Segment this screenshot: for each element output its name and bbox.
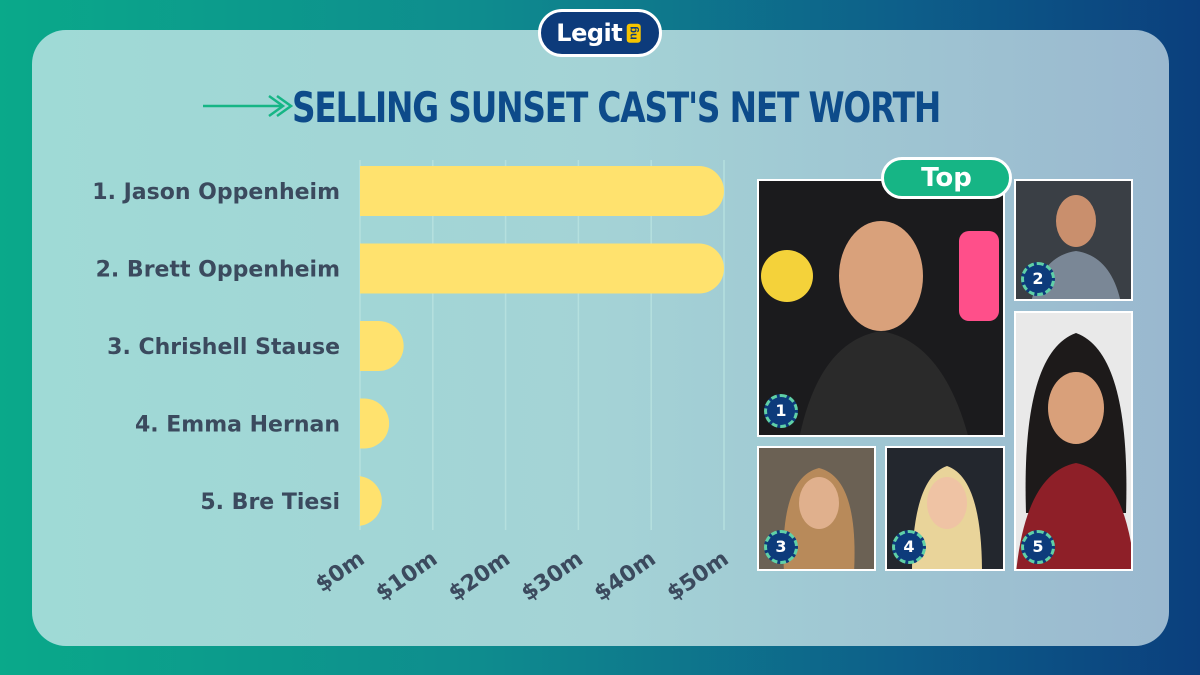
x-tick-label: $10m	[371, 546, 442, 606]
photo-jason-oppenheim	[757, 179, 1005, 437]
bar	[360, 398, 390, 449]
bar	[360, 166, 724, 216]
bar	[356, 475, 382, 526]
bar	[360, 243, 724, 294]
photo-brett-oppenheim	[1014, 179, 1133, 301]
rank-badge-3: 3	[764, 530, 798, 564]
category-label: 1. Jason Oppenheim	[92, 180, 340, 205]
logo-badge: ng	[626, 23, 641, 43]
chart-title: SELLING SUNSET CAST'S NET WORTH	[292, 83, 941, 132]
top-tag: Top	[881, 157, 1012, 199]
rank-badge-5: 5	[1021, 530, 1055, 564]
x-tick-label: $20m	[444, 546, 515, 606]
portrait-silhouette	[912, 466, 982, 569]
x-tick-label: $40m	[590, 546, 661, 606]
rank-badge-2: 2	[1021, 262, 1055, 296]
arrow-right-icon	[203, 94, 293, 118]
x-tick-label: $50m	[663, 546, 734, 606]
category-label: 5. Bre Tiesi	[200, 490, 340, 515]
portrait-silhouette	[761, 221, 999, 435]
bar	[360, 321, 404, 371]
category-label: 3. Chrishell Stause	[107, 335, 340, 360]
rank-badge-4: 4	[892, 530, 926, 564]
x-tick-label: $0m	[311, 546, 369, 597]
category-label: 2. Brett Oppenheim	[96, 258, 340, 283]
logo-text: Legit	[556, 19, 623, 47]
photo-chrishell-stause	[757, 446, 876, 571]
legit-logo[interactable]: Legit ng	[538, 9, 662, 57]
portrait-silhouette	[783, 468, 855, 569]
category-label: 4. Emma Hernan	[135, 413, 340, 438]
x-tick-label: $30m	[517, 546, 588, 606]
rank-badge-1: 1	[764, 394, 798, 428]
portrait-silhouette	[1032, 195, 1120, 299]
bar-chart: 1. Jason Oppenheim 2. Brett Oppenheim 3. C…	[92, 160, 734, 606]
